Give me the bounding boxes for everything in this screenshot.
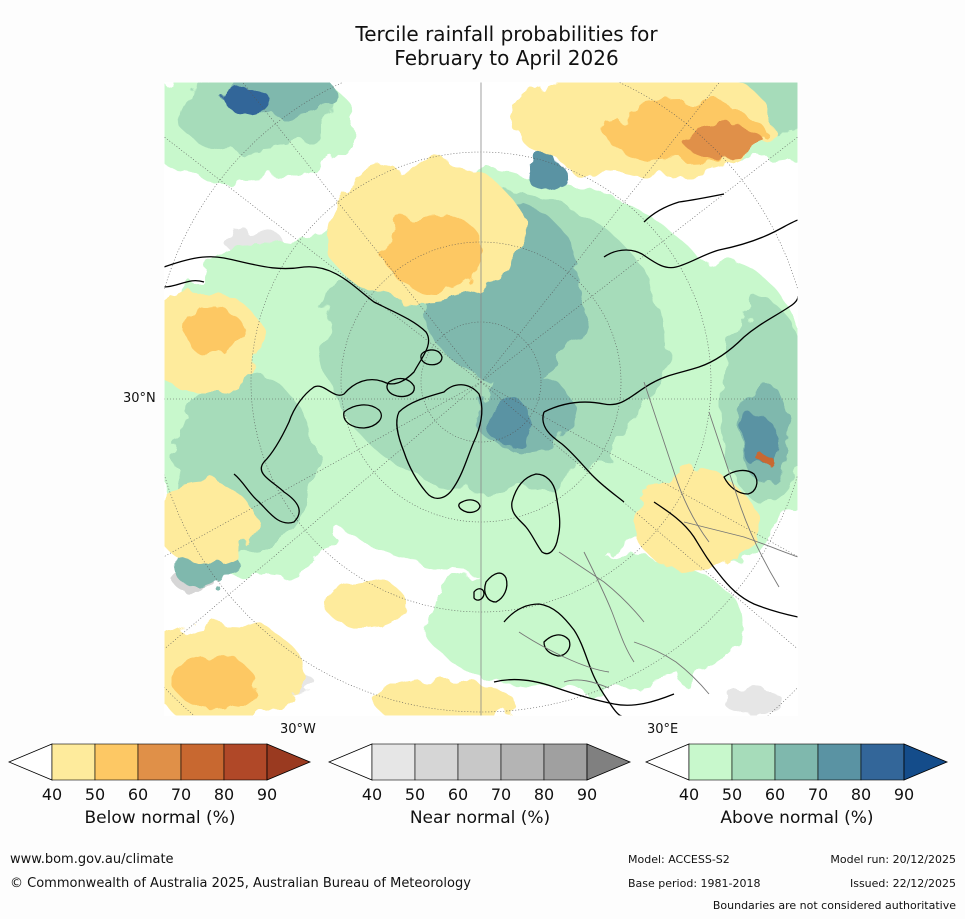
above-normal-swatch-40 bbox=[688, 743, 733, 781]
below-normal-regions bbox=[164, 82, 774, 716]
above-normal-tick-70: 70 bbox=[808, 785, 828, 804]
colorbar-below-title: Below normal (%) bbox=[84, 808, 236, 828]
colorbar-above-title: Above normal (%) bbox=[720, 808, 874, 828]
above-normal-extend-high bbox=[903, 743, 949, 781]
near-normal-extend-high bbox=[586, 743, 632, 781]
above-normal-tick-90: 90 bbox=[894, 785, 914, 804]
below-normal-tick-50: 50 bbox=[85, 785, 105, 804]
near-normal-swatch-40 bbox=[371, 743, 416, 781]
footer-model-run: Model run: 20/12/2025 bbox=[830, 853, 956, 866]
coastlines bbox=[164, 193, 798, 716]
near-normal-swatch-50 bbox=[414, 743, 459, 781]
chart-title: Tercile rainfall probabilities for Febru… bbox=[0, 22, 965, 70]
above-normal-swatch-70 bbox=[817, 743, 862, 781]
footer-issued: Issued: 22/12/2025 bbox=[849, 877, 956, 890]
below-normal-swatch-50 bbox=[94, 743, 139, 781]
colorbar-above-svg: 40 50 60 70 80 90 bbox=[645, 743, 949, 804]
title-line-1: Tercile rainfall probabilities for bbox=[355, 22, 658, 46]
lat-label-30n: 30°N bbox=[123, 391, 156, 406]
below-normal-swatch-70 bbox=[180, 743, 225, 781]
near-normal-swatch-80 bbox=[543, 743, 588, 781]
lon-label-30w: 30°W bbox=[280, 722, 316, 737]
below-normal-tick-90: 90 bbox=[257, 785, 277, 804]
footer-website: www.bom.gov.au/climate bbox=[10, 852, 174, 867]
footer-disclaimer: Boundaries are not considered authoritat… bbox=[712, 899, 956, 912]
above-normal-tick-50: 50 bbox=[722, 785, 742, 804]
colorbar-near-normal: 40 50 60 70 80 90 bbox=[328, 743, 632, 807]
footer-base-period: Base period: 1981-2018 bbox=[628, 877, 761, 890]
above-normal-extend-low bbox=[645, 743, 690, 781]
below-normal-extend-low bbox=[8, 743, 53, 781]
colorbar-below-svg: 40 50 60 70 80 90 bbox=[8, 743, 312, 804]
near-normal-tick-90: 90 bbox=[577, 785, 597, 804]
below-normal-swatch-80 bbox=[223, 743, 268, 781]
near-normal-tick-50: 50 bbox=[405, 785, 425, 804]
forecast-map bbox=[163, 81, 799, 717]
below-normal-tick-60: 60 bbox=[128, 785, 148, 804]
below-normal-tick-80: 80 bbox=[214, 785, 234, 804]
below-normal-swatch-60 bbox=[137, 743, 182, 781]
near-normal-swatch-70 bbox=[500, 743, 545, 781]
political-boundaries bbox=[518, 381, 798, 695]
map-svg bbox=[163, 81, 799, 717]
below-normal-swatch-40 bbox=[51, 743, 96, 781]
near-normal-tick-60: 60 bbox=[448, 785, 468, 804]
above-normal-swatch-80 bbox=[860, 743, 905, 781]
near-normal-swatch-60 bbox=[457, 743, 502, 781]
lon-label-30e: 30°E bbox=[647, 722, 679, 737]
near-normal-tick-40: 40 bbox=[362, 785, 382, 804]
near-normal-tick-80: 80 bbox=[534, 785, 554, 804]
near-normal-tick-70: 70 bbox=[491, 785, 511, 804]
below-normal-tick-40: 40 bbox=[42, 785, 62, 804]
above-normal-swatch-50 bbox=[731, 743, 776, 781]
below-normal-tick-70: 70 bbox=[171, 785, 191, 804]
near-normal-extend-low bbox=[328, 743, 373, 781]
footer-model: Model: ACCESS-S2 bbox=[628, 853, 730, 866]
colorbar-below-normal: 40 50 60 70 80 90 bbox=[8, 743, 312, 807]
colorbar-near-svg: 40 50 60 70 80 90 bbox=[328, 743, 632, 804]
colorbar-above-normal: 40 50 60 70 80 90 bbox=[645, 743, 949, 807]
below-normal-extend-high bbox=[266, 743, 312, 781]
above-normal-tick-80: 80 bbox=[851, 785, 871, 804]
above-normal-tick-40: 40 bbox=[679, 785, 699, 804]
colorbar-near-title: Near normal (%) bbox=[409, 808, 551, 828]
above-normal-tick-60: 60 bbox=[765, 785, 785, 804]
footer-copyright: © Commonwealth of Australia 2025, Austra… bbox=[10, 876, 471, 891]
above-normal-swatch-60 bbox=[774, 743, 819, 781]
title-line-2: February to April 2026 bbox=[394, 46, 619, 70]
